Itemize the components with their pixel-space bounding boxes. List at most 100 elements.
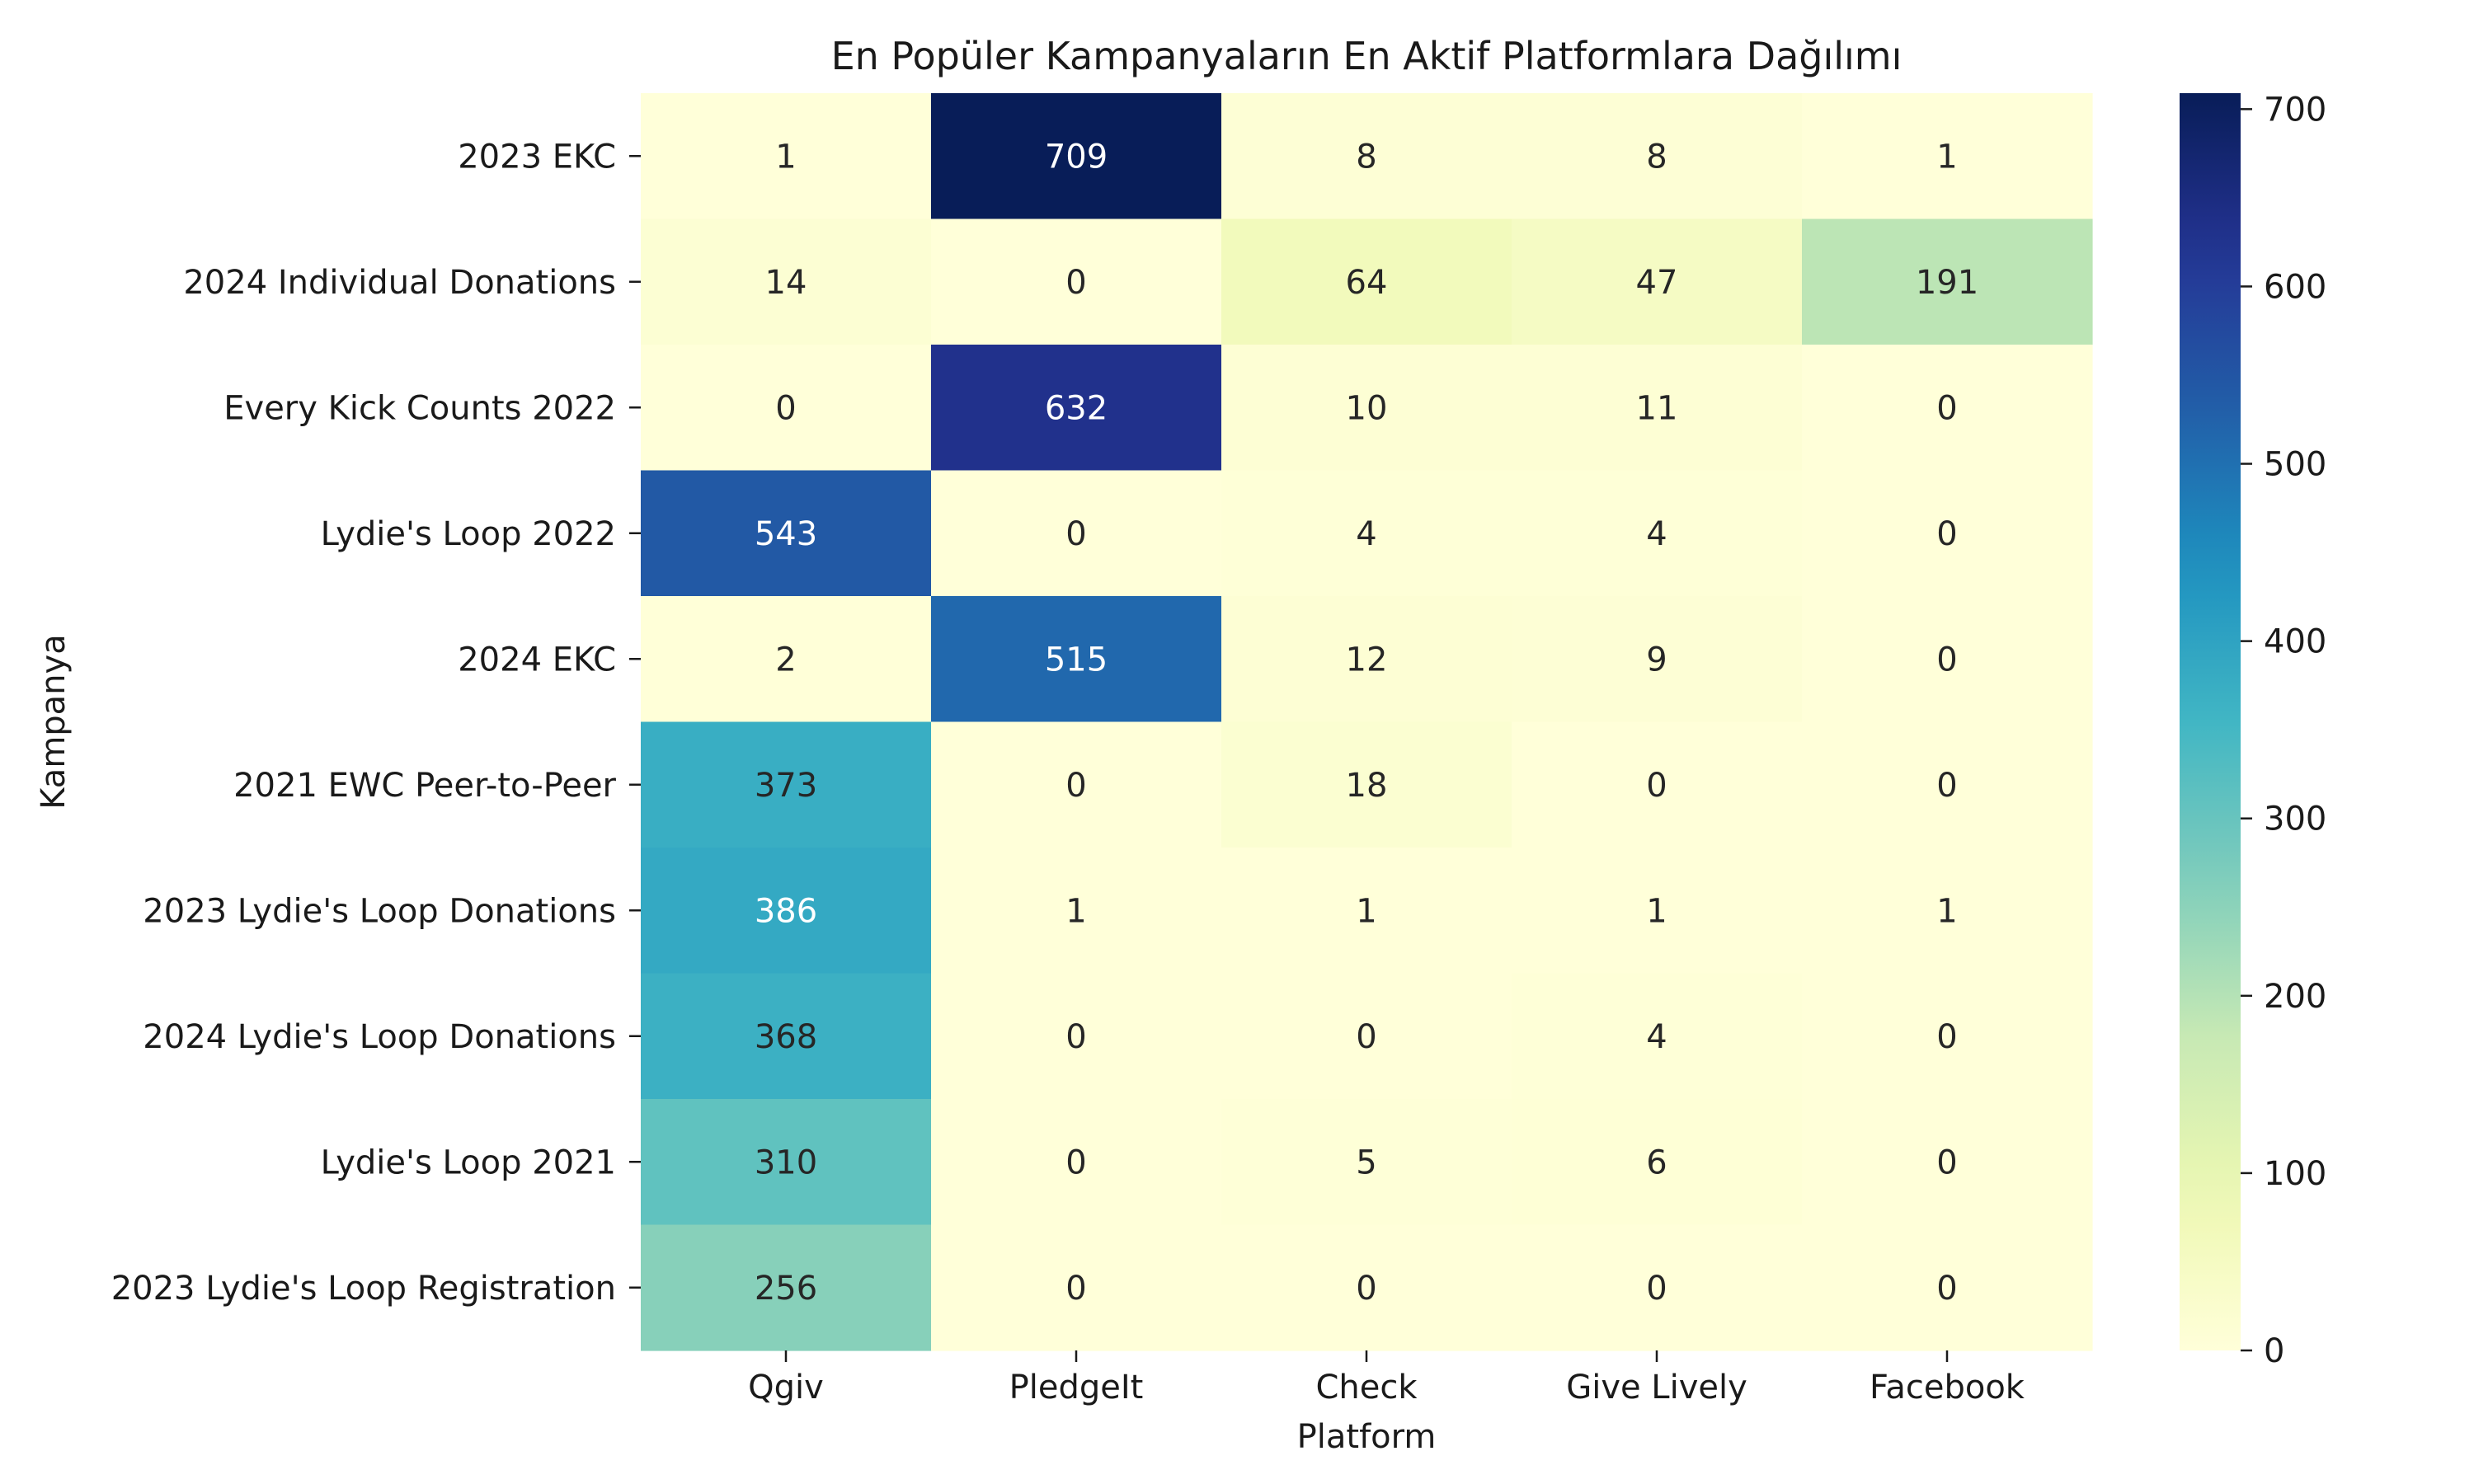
colorbar-gradient: [2180, 93, 2241, 1350]
cell-value-label: 373: [755, 767, 817, 805]
heatmap-cell: [1802, 218, 2093, 345]
y-axis-title: Kampanya: [35, 634, 73, 809]
x-tick-label: Check: [1315, 1369, 1418, 1407]
heatmap-cell: [931, 848, 1222, 974]
cell-value-label: 368: [755, 1018, 817, 1056]
cell-value-label: 0: [1936, 1144, 1957, 1181]
heatmap-cell: [931, 345, 1222, 472]
y-tick-label: 2024 Lydie's Loop Donations: [143, 1018, 616, 1056]
y-axis-tick-labels: 2023 EKC 2024 Individual Donations Every K…: [111, 138, 641, 1308]
y-tick-label: 2023 Lydie's Loop Registration: [111, 1270, 616, 1308]
cell-value-label: 0: [1936, 389, 1957, 427]
heatmap-cell: [641, 93, 932, 220]
colorbar-tick-label: 300: [2264, 801, 2326, 838]
cell-value-label: 4: [1356, 515, 1376, 553]
x-tick-label: PledgeIt: [1009, 1369, 1144, 1407]
heatmap-cell: [931, 721, 1222, 848]
colorbar-tick-label: 400: [2264, 623, 2326, 661]
cell-value-label: 191: [1916, 264, 1978, 302]
cell-value-label: 0: [1065, 1144, 1086, 1181]
cell-value-label: 0: [1065, 767, 1086, 805]
x-tick-label: Qgiv: [748, 1369, 824, 1407]
x-axis-title: Platform: [1297, 1418, 1437, 1456]
heatmap-cell: [641, 721, 932, 848]
heatmap-cell: [1802, 1224, 2093, 1351]
cell-value-label: 0: [1356, 1018, 1376, 1056]
heatmap-cell: [1512, 848, 1803, 974]
colorbar: 0 100 200 300 400 500 600 700: [2180, 91, 2326, 1370]
cell-value-label: 1: [1646, 892, 1667, 930]
heatmap-cell: [1802, 973, 2093, 1100]
heatmap-cell: [1512, 218, 1803, 345]
heatmap-cell: [1802, 721, 2093, 848]
colorbar-tick-label: 100: [2264, 1155, 2326, 1193]
heatmap-cell: [641, 848, 932, 974]
cell-value-label: 0: [1065, 1018, 1086, 1056]
cell-value-label: 5: [1356, 1144, 1376, 1181]
heatmap-cell: [931, 93, 1222, 220]
chart-title: En Popüler Kampanyaların En Aktif Platfo…: [831, 34, 1903, 78]
cell-value-label: 0: [1936, 641, 1957, 679]
y-tick-label: Every Kick Counts 2022: [223, 389, 616, 427]
colorbar-tick-label: 0: [2264, 1332, 2284, 1370]
cell-value-label: 0: [1936, 1270, 1957, 1308]
heatmap-cell: [641, 218, 932, 345]
cell-value-label: 0: [1065, 264, 1086, 302]
heatmap-cell: [641, 596, 932, 723]
cell-value-label: 2: [775, 641, 796, 679]
cell-value-label: 18: [1346, 767, 1388, 805]
cell-value-label: 1: [1065, 892, 1086, 930]
cell-value-label: 0: [1936, 1018, 1957, 1056]
cell-value-label: 386: [755, 892, 817, 930]
cell-value-label: 64: [1346, 264, 1388, 302]
cell-value-label: 543: [755, 515, 817, 553]
heatmap-cell: [641, 1224, 932, 1351]
heatmap-cell: [1512, 1224, 1803, 1351]
heatmap-cell: [1221, 93, 1512, 220]
heatmap-cell: [931, 470, 1222, 597]
heatmap-cell: [1221, 596, 1512, 723]
cell-value-label: 1: [775, 138, 796, 176]
heatmap-cell: [1221, 345, 1512, 472]
cell-value-label: 1: [1936, 138, 1957, 176]
y-tick-label: 2023 EKC: [458, 138, 616, 176]
y-tick-label: Lydie's Loop 2021: [321, 1144, 616, 1181]
cell-value-label: 0: [1356, 1270, 1376, 1308]
cell-value-label: 11: [1636, 389, 1678, 427]
heatmap-cell: [1221, 848, 1512, 974]
heatmap-cell: [1802, 848, 2093, 974]
colorbar-tick-label: 500: [2264, 446, 2326, 484]
cell-value-label: 8: [1356, 138, 1376, 176]
cell-value-label: 256: [755, 1270, 817, 1308]
heatmap-cell: [1802, 345, 2093, 472]
cell-value-label: 4: [1646, 1018, 1667, 1056]
heatmap-cell: [641, 973, 932, 1100]
y-tick-label: 2021 EWC Peer-to-Peer: [233, 767, 616, 805]
cell-value-label: 632: [1045, 389, 1108, 427]
cell-value-label: 6: [1646, 1144, 1667, 1181]
cell-value-label: 0: [1646, 767, 1667, 805]
heatmap-cell: [1221, 973, 1512, 1100]
heatmap-cell: [641, 1099, 932, 1226]
heatmap-cell: [1512, 93, 1803, 220]
heatmap-cell: [1802, 93, 2093, 220]
cell-value-label: 0: [1065, 1270, 1086, 1308]
cell-value-label: 709: [1045, 138, 1108, 176]
cell-value-label: 9: [1646, 641, 1667, 679]
cell-value-label: 0: [1936, 767, 1957, 805]
heatmap-cell: [1512, 721, 1803, 848]
heatmap-cell: [1221, 1224, 1512, 1351]
cell-value-label: 12: [1346, 641, 1388, 679]
heatmap-cell: [1512, 973, 1803, 1100]
x-axis-tick-labels: Qgiv PledgeIt Check Give Lively Facebook: [748, 1350, 2025, 1407]
cell-value-label: 310: [755, 1144, 817, 1181]
heatmap-cell: [931, 1224, 1222, 1351]
colorbar-tick-label: 700: [2264, 91, 2326, 129]
heatmap-cell: [641, 345, 932, 472]
heatmap-cell: [1221, 218, 1512, 345]
cell-value-label: 1: [1936, 892, 1957, 930]
y-tick-label: 2024 Individual Donations: [183, 264, 616, 302]
cell-value-label: 10: [1346, 389, 1388, 427]
